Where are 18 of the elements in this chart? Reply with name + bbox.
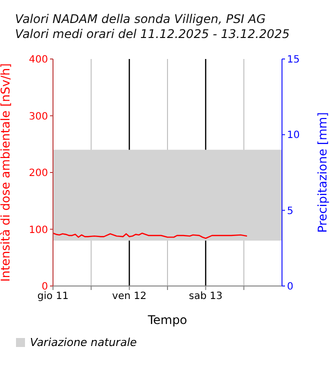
y-tick-label: 400: [28, 54, 48, 66]
y2-tick-label: 15: [287, 54, 300, 66]
y-tick-label: 200: [28, 168, 48, 180]
y-axis-title: Intensità di dose ambientale [nSv/h]: [0, 63, 12, 282]
x-tick-label: sab 13: [188, 291, 222, 302]
y-tick-label: 300: [28, 111, 48, 122]
chart-subtitle: Valori medi orari del 11.12.2025 - 13.12.2025: [15, 27, 290, 42]
x-axis-title: Tempo: [146, 313, 188, 327]
y2-axis-title: Precipitazione [mm]: [315, 112, 330, 233]
y2-tick-label: 10: [287, 130, 300, 142]
y-tick-label: 100: [28, 224, 48, 236]
x-tick-label: gio 11: [37, 291, 69, 302]
y-tick-label: 0: [42, 282, 48, 293]
y2-tick-label: 5: [287, 206, 294, 217]
x-tick-label: ven 12: [112, 291, 146, 302]
legend-label: Variazione naturale: [30, 336, 137, 349]
chart-title: Valori NADAM della sonda Villigen, PSI AG: [15, 12, 267, 27]
y2-tick-label: 0: [287, 282, 294, 293]
